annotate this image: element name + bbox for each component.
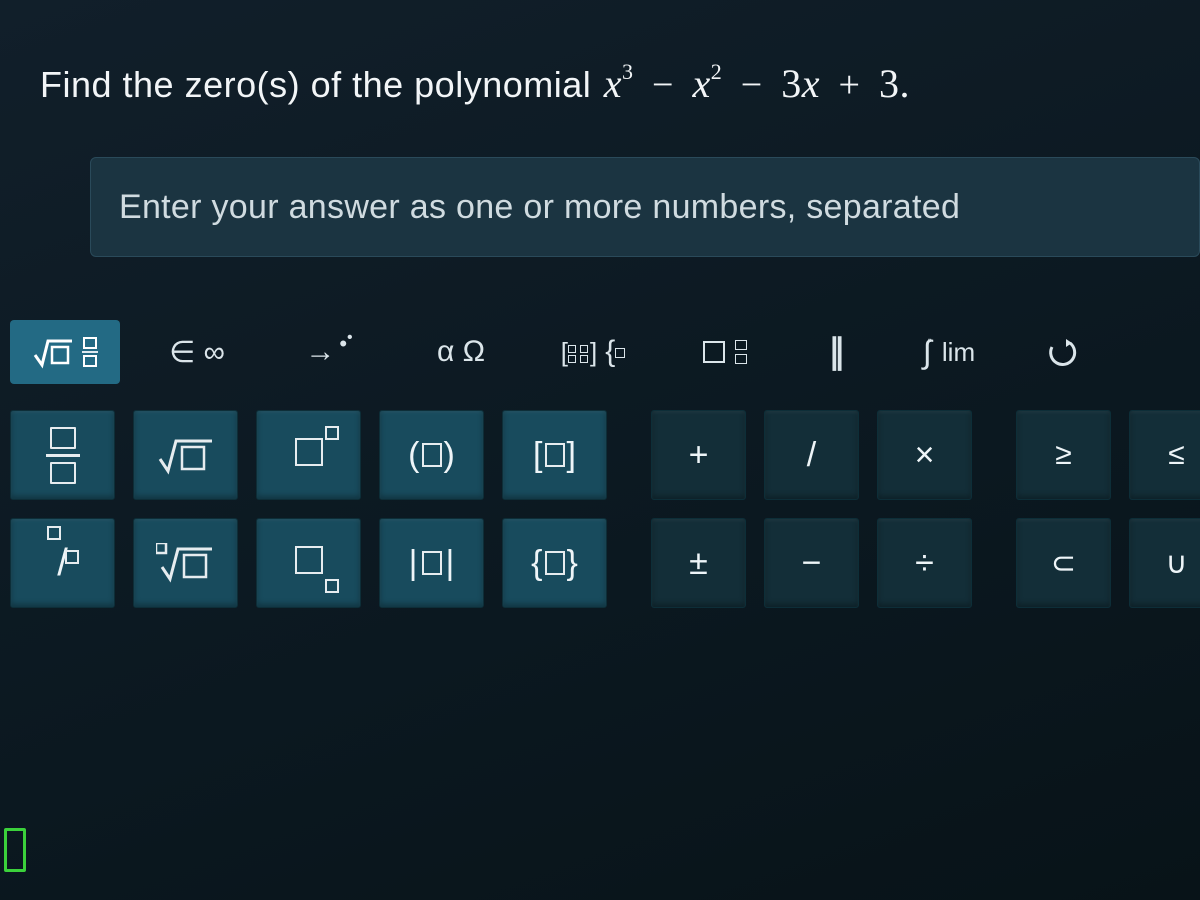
times-key[interactable]: × [877,410,972,500]
poly-op-3: + [833,64,867,106]
union-key[interactable]: ∪ [1129,518,1200,608]
greek-tab[interactable]: α Ω [406,320,516,384]
question-prefix: Find the zero(s) of the polynomial [40,64,602,105]
poly-op-2: − [735,64,769,106]
percent-key[interactable]: / [10,518,115,608]
parallel-tab[interactable]: ∥ [802,320,872,384]
slash-key[interactable]: / [764,410,859,500]
matrix-tab[interactable]: [] { [538,320,648,384]
roots-frac-tab[interactable] [10,320,120,384]
minus-key[interactable]: − [764,518,859,608]
geometry-tab[interactable] [670,320,780,384]
subscript-key[interactable] [256,518,361,608]
vectors-tab[interactable]: →•• [274,320,384,384]
paren-key[interactable]: () [379,410,484,500]
question-text: Find the zero(s) of the polynomial x3 − … [0,60,1200,107]
power-key[interactable] [256,410,361,500]
math-keypad: () [] / || {} [0,410,1200,608]
gte-key[interactable]: ≥ [1016,410,1111,500]
fraction-icon [82,337,98,367]
undo-icon [1044,337,1078,367]
calculus-tab[interactable]: ∫▫ lim [894,320,1004,384]
poly-term-1: x3 [602,61,636,106]
nthroot-key[interactable] [133,518,238,608]
sets-tab[interactable]: ∈ ∞ [142,320,252,384]
brace-key[interactable]: {} [502,518,607,608]
subset-key[interactable]: ⊂ [1016,518,1111,608]
abs-key[interactable]: || [379,518,484,608]
math-toolbar: ∈ ∞ →•• α Ω [] { ∥ ∫▫ lim [0,312,1200,392]
plus-key[interactable]: + [651,410,746,500]
poly-term-3: 3x [779,61,822,106]
lte-key[interactable]: ≤ [1129,410,1200,500]
poly-op-1: − [646,64,680,106]
plusminus-key[interactable]: ± [651,518,746,608]
answer-input[interactable]: Enter your answer as one or more numbers… [90,157,1200,257]
cursor-indicator [4,828,26,872]
sqrt-key[interactable] [133,410,238,500]
undo-tab[interactable] [1026,320,1096,384]
poly-term-4: 3. [877,61,912,106]
answer-placeholder: Enter your answer as one or more numbers… [119,188,960,227]
divide-key[interactable]: ÷ [877,518,972,608]
fraction-key[interactable] [10,410,115,500]
stack-icon [735,340,747,364]
poly-term-2: x2 [691,61,725,106]
bracket-key[interactable]: [] [502,410,607,500]
